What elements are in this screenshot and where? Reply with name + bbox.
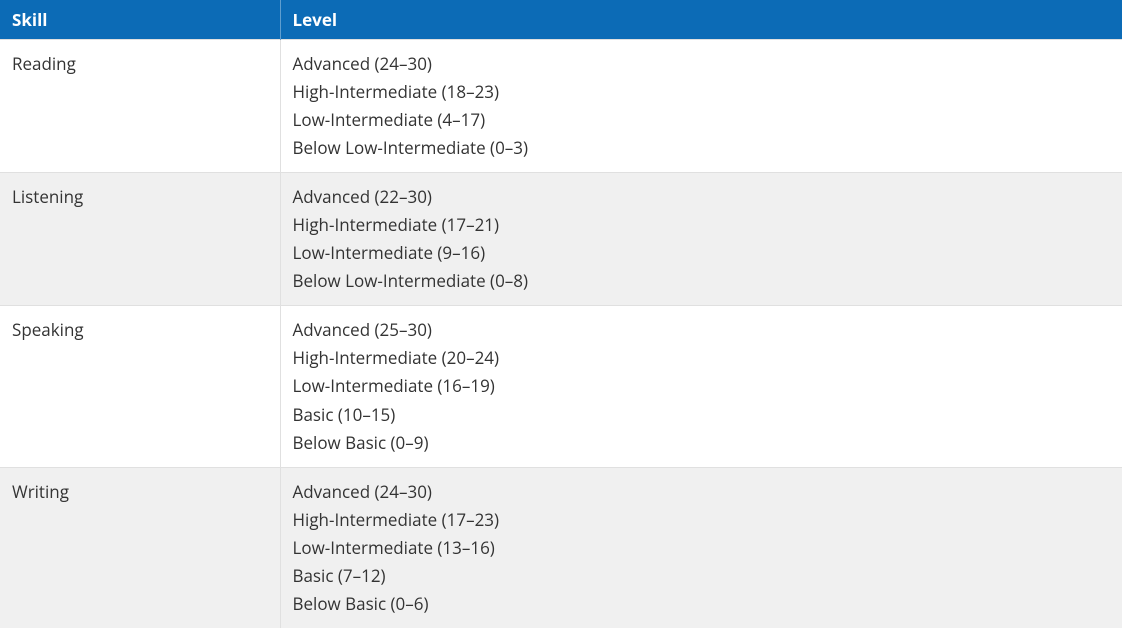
- skill-cell: Speaking: [0, 306, 280, 467]
- level-line: Low-Intermediate (16–19): [293, 372, 1111, 400]
- level-line: Below Low-Intermediate (0–3): [293, 134, 1111, 162]
- table-row: SpeakingAdvanced (25–30)High-Intermediat…: [0, 306, 1122, 467]
- level-cell: Advanced (22–30)High-Intermediate (17–21…: [280, 173, 1122, 306]
- skill-cell: Reading: [0, 40, 280, 173]
- table-row: ListeningAdvanced (22–30)High-Intermedia…: [0, 173, 1122, 306]
- level-line: Advanced (24–30): [293, 478, 1111, 506]
- skill-level-table: Skill Level ReadingAdvanced (24–30)High-…: [0, 0, 1122, 628]
- level-line: Basic (10–15): [293, 401, 1111, 429]
- level-line: Advanced (22–30): [293, 183, 1111, 211]
- level-cell: Advanced (25–30)High-Intermediate (20–24…: [280, 306, 1122, 467]
- level-line: Low-Intermediate (13–16): [293, 534, 1111, 562]
- column-header-level: Level: [280, 0, 1122, 40]
- skill-cell: Listening: [0, 173, 280, 306]
- level-line: Below Basic (0–6): [293, 590, 1111, 618]
- table-row: ReadingAdvanced (24–30)High-Intermediate…: [0, 40, 1122, 173]
- level-line: Below Low-Intermediate (0–8): [293, 267, 1111, 295]
- header-row: Skill Level: [0, 0, 1122, 40]
- table-row: WritingAdvanced (24–30)High-Intermediate…: [0, 467, 1122, 628]
- level-cell: Advanced (24–30)High-Intermediate (18–23…: [280, 40, 1122, 173]
- level-line: High-Intermediate (18–23): [293, 78, 1111, 106]
- level-line: High-Intermediate (17–21): [293, 211, 1111, 239]
- skill-cell: Writing: [0, 467, 280, 628]
- level-cell: Advanced (24–30)High-Intermediate (17–23…: [280, 467, 1122, 628]
- column-header-skill: Skill: [0, 0, 280, 40]
- level-line: Advanced (24–30): [293, 50, 1111, 78]
- table-body: ReadingAdvanced (24–30)High-Intermediate…: [0, 40, 1122, 628]
- level-line: High-Intermediate (17–23): [293, 506, 1111, 534]
- level-line: Advanced (25–30): [293, 316, 1111, 344]
- level-line: Low-Intermediate (4–17): [293, 106, 1111, 134]
- level-line: High-Intermediate (20–24): [293, 344, 1111, 372]
- level-line: Basic (7–12): [293, 562, 1111, 590]
- level-line: Below Basic (0–9): [293, 429, 1111, 457]
- level-line: Low-Intermediate (9–16): [293, 239, 1111, 267]
